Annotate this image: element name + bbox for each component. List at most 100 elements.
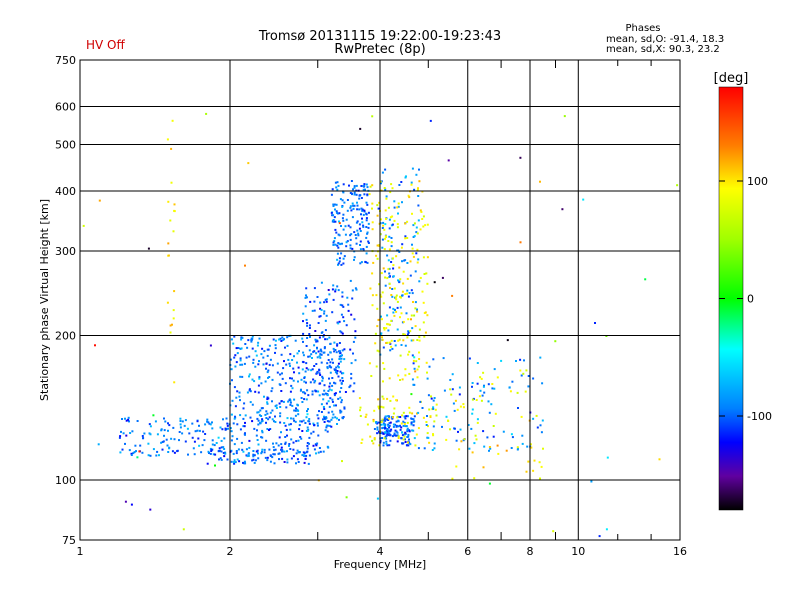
echo-point [379, 222, 382, 225]
echo-point [313, 381, 316, 384]
colorbar-tick-label: 100 [747, 175, 768, 188]
echo-point [316, 356, 319, 359]
echo-point [226, 422, 229, 425]
echo-point [384, 168, 387, 171]
echo-point [394, 429, 397, 432]
echo-point [252, 358, 255, 361]
echo-point [335, 203, 338, 206]
echo-point [266, 412, 269, 415]
echo-point [292, 367, 295, 370]
echo-point [329, 361, 332, 364]
echo-point [244, 264, 246, 267]
echo-point [432, 407, 435, 410]
echo-point [335, 366, 338, 369]
echo-point [246, 391, 249, 394]
echo-point [362, 184, 365, 187]
echo-point [329, 371, 332, 374]
echo-point [340, 410, 343, 413]
echo-point [268, 429, 270, 431]
echo-point [424, 224, 427, 227]
echo-point [279, 406, 282, 408]
echo-point [296, 361, 298, 364]
echo-point [314, 379, 317, 382]
echo-point [367, 226, 370, 229]
echo-point [305, 454, 308, 457]
echo-point [413, 383, 416, 386]
echo-point [331, 398, 334, 401]
echo-point [381, 171, 384, 174]
echo-point [399, 278, 402, 281]
echo-point [324, 298, 327, 301]
echo-point [357, 232, 360, 235]
echo-point [371, 202, 374, 205]
echo-point [295, 462, 297, 465]
echo-point [384, 276, 387, 279]
echo-point [371, 304, 374, 307]
echo-point [527, 460, 530, 463]
echo-point [387, 259, 390, 262]
echo-point [519, 241, 522, 244]
echo-point [336, 181, 339, 184]
echo-point [339, 370, 342, 373]
echo-point [172, 426, 175, 429]
echo-point [521, 442, 524, 445]
echo-point [454, 399, 457, 402]
echo-point [389, 349, 392, 352]
echo-point [309, 381, 312, 384]
echo-point [292, 379, 295, 382]
echo-point [167, 429, 169, 432]
echo-point [269, 460, 272, 463]
echo-point [366, 193, 369, 196]
echo-point [332, 243, 335, 246]
echo-point [265, 367, 267, 370]
echo-point [321, 377, 324, 380]
echo-point [337, 263, 339, 266]
echo-point [242, 450, 245, 453]
echo-point [280, 340, 283, 342]
echo-point [292, 455, 295, 458]
echo-point [368, 362, 371, 365]
echo-point [306, 447, 309, 450]
echo-point [387, 425, 390, 427]
echo-point [376, 422, 379, 425]
echo-point [394, 296, 397, 299]
echo-point [176, 449, 179, 452]
echo-point [488, 446, 491, 448]
x-tick-label: 16 [673, 545, 687, 558]
echo-point [342, 191, 345, 194]
echo-point [395, 255, 398, 258]
echo-point [416, 189, 419, 192]
echo-point [388, 417, 391, 420]
echo-point [356, 208, 359, 211]
echo-point [252, 450, 255, 452]
echo-point [358, 227, 361, 230]
echo-point [294, 414, 297, 417]
echo-point [331, 311, 334, 314]
echo-point [383, 437, 386, 440]
echo-point [435, 414, 438, 417]
echo-point [393, 407, 396, 410]
echo-point [340, 372, 343, 375]
echo-point [321, 375, 324, 378]
echo-point [291, 377, 293, 380]
echo-point [311, 357, 313, 359]
echo-point [321, 393, 324, 396]
echo-point [266, 459, 269, 462]
echo-point [372, 420, 375, 423]
echo-point [336, 252, 339, 255]
echo-point [483, 391, 486, 394]
echo-point [319, 450, 322, 453]
echo-point [397, 374, 400, 377]
echo-point [342, 262, 345, 265]
echo-point [316, 340, 319, 343]
echo-point [292, 441, 295, 444]
echo-point [479, 389, 482, 392]
echo-point [310, 353, 313, 356]
echo-point [239, 357, 242, 360]
echo-point [373, 428, 376, 430]
echo-point [349, 205, 352, 208]
echo-point [241, 448, 244, 451]
echo-point [332, 361, 334, 364]
echo-point [233, 386, 236, 389]
echo-point [404, 431, 407, 434]
